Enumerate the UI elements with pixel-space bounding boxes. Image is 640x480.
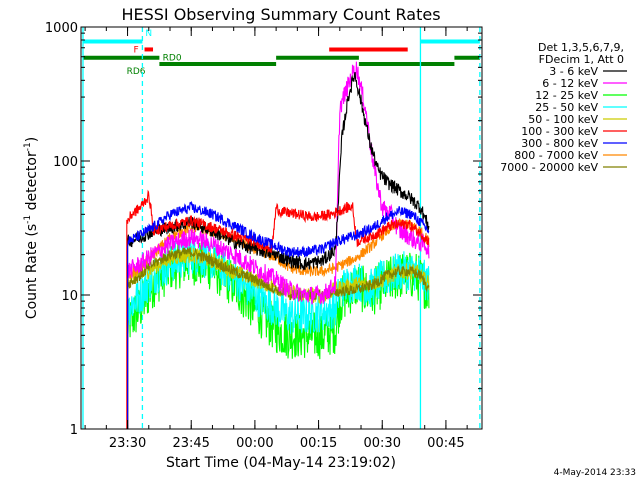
legend: Det 1,3,5,6,7,9,FDecim 1, Att 03 - 6 keV… <box>500 41 627 174</box>
legend-entry-label: 6 - 12 keV <box>542 77 598 90</box>
y-tick-label: 100 <box>53 155 78 170</box>
x-tick-label: 00:00 <box>236 436 273 451</box>
x-tick-label: 23:45 <box>172 436 209 451</box>
y-axis-label-main: Count Rate (s <box>24 224 40 319</box>
flag-label-rd6: RD6 <box>127 67 146 77</box>
y-axis-label-superscript: -1 <box>23 142 33 151</box>
y-axis-label: Count Rate (s-1 detector-1) <box>23 137 40 319</box>
x-tick-label: 00:15 <box>300 436 337 451</box>
legend-entry-label: 300 - 800 keV <box>521 137 598 150</box>
x-tick-label: 00:45 <box>427 436 464 451</box>
y-axis-ticks: 1 10 100 1000 <box>45 21 482 438</box>
series-line-300-800keV <box>127 200 430 429</box>
legend-entry-label: 12 - 25 keV <box>535 89 598 102</box>
x-tick-label: 00:30 <box>364 436 401 451</box>
series-line-7000-20000keV <box>127 247 430 429</box>
series-line-100-300keV <box>126 189 430 429</box>
legend-header: Det 1,3,5,6,7,9, <box>538 41 624 54</box>
y-tick-label: 1 <box>70 423 78 438</box>
x-axis-label: Start Time (04-May-14 23:19:02) <box>166 455 396 471</box>
date-stamp: 4-May-2014 23:33 <box>554 468 636 478</box>
x-tick-label: 23:30 <box>109 436 146 451</box>
series-line-3-6keV <box>127 71 430 429</box>
y-tick-label: 1000 <box>45 21 78 36</box>
y-tick-label: 10 <box>61 289 78 304</box>
legend-entry-label: 7000 - 20000 keV <box>500 161 598 174</box>
y-axis-label-middle: detector <box>24 151 40 215</box>
flag-label-n: N <box>145 29 152 39</box>
x-axis-ticks: 23:30 23:45 00:00 00:15 00:30 00:45 <box>84 27 468 451</box>
chart-title: HESSI Observing Summary Count Rates <box>121 5 440 24</box>
plot-frame <box>80 26 483 430</box>
flag-label-f: F <box>133 45 138 55</box>
y-axis-label-end: ) <box>24 137 40 142</box>
observing-flags: NF RD0 RD6 <box>82 29 480 77</box>
y-axis-label-superscript: -1 <box>23 215 33 224</box>
legend-entry-label: 100 - 300 keV <box>521 125 598 138</box>
series-group <box>126 61 430 429</box>
series-line-6-12keV <box>127 61 430 429</box>
legend-entry-label: 50 - 100 keV <box>528 113 598 126</box>
legend-entry-label: 3 - 6 keV <box>549 65 598 78</box>
legend-header: FDecim 1, Att 0 <box>539 53 624 66</box>
attenuator-lines <box>82 27 481 429</box>
flag-label-rd0: RD0 <box>163 54 182 64</box>
legend-entry-label: 25 - 50 keV <box>535 101 598 114</box>
legend-entry-label: 800 - 7000 keV <box>514 149 598 162</box>
